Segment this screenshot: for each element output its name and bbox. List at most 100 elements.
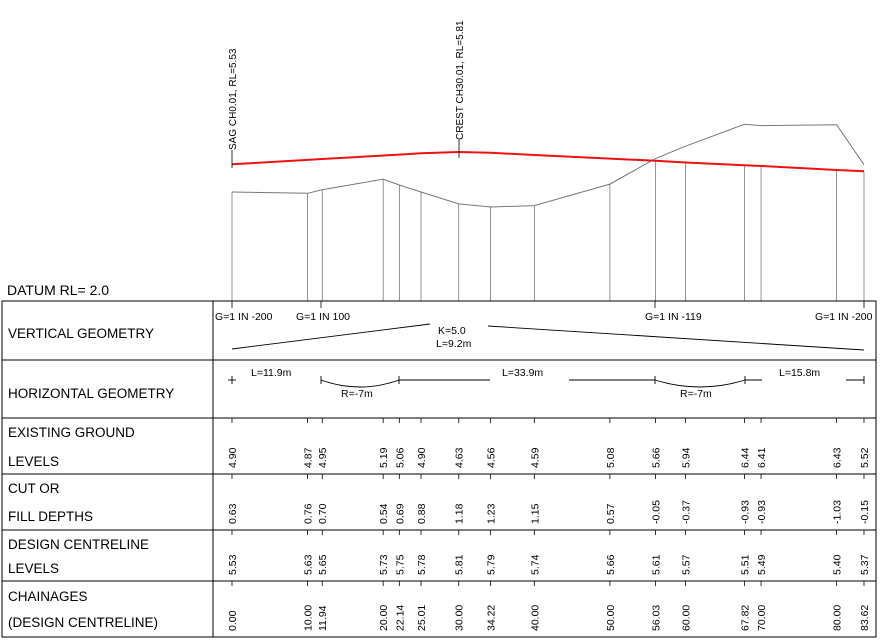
table-cell-chainages: 25.01	[416, 605, 428, 631]
table-cell-existing: 6.43	[832, 447, 844, 468]
table-cell-design: 5.63	[303, 554, 315, 575]
grade-label-4: G=1 IN -200	[815, 311, 873, 323]
crest-label: CREST CH30.01, RL=5.81	[455, 20, 466, 140]
table-cell-existing: 5.08	[605, 447, 617, 468]
table-cell-design: 5.57	[681, 554, 693, 575]
table-cell-existing: 4.90	[416, 447, 428, 468]
vertical-geometry-row: G=1 IN -200 G=1 IN 100 G=1 IN -119 G=1 I…	[215, 301, 873, 351]
straight-length-3: L=15.8m	[779, 367, 820, 379]
table-cell-existing: 4.63	[454, 447, 466, 468]
table-cell-chainages: 60.00	[681, 605, 693, 631]
table-cell-cutfill: 0.54	[378, 503, 390, 524]
grade-label-1: G=1 IN -200	[215, 311, 273, 323]
sag-label: SAG CH0.01, RL=5.53	[228, 48, 239, 150]
datum-label: DATUM RL= 2.0	[7, 282, 109, 298]
table-cell-chainages: 22.14	[394, 605, 406, 631]
table-cell-design: 5.81	[454, 554, 466, 575]
curve-radius-1: R=-7m	[341, 388, 373, 400]
table-cell-cutfill: 1.15	[529, 503, 541, 524]
table-cell-chainages: 56.03	[651, 605, 663, 631]
table-cell-cutfill: 0.76	[303, 503, 315, 524]
table-cell-cutfill: 1.23	[486, 503, 498, 524]
table-cell-existing: 5.66	[651, 447, 663, 468]
row-label-chainages: CHAINAGES	[8, 589, 88, 604]
row-label-existing-levels: LEVELS	[8, 454, 59, 469]
grade-label-2: G=1 IN 100	[296, 311, 350, 323]
table-cell-existing: 5.06	[394, 447, 406, 468]
table-cell-cutfill: 0.69	[394, 503, 406, 524]
table-cell-design: 5.65	[317, 554, 329, 575]
table-cell-design: 5.53	[227, 554, 239, 575]
table-cell-chainages: 30.00	[454, 605, 466, 631]
table-cell-design: 5.51	[740, 554, 752, 575]
table-cell-existing: 4.95	[317, 447, 329, 468]
vertical-curve-k: K=5.0	[438, 325, 466, 337]
table-cell-cutfill: -0.93	[756, 500, 768, 524]
table-cell-existing: 4.90	[227, 447, 239, 468]
table-cell-design: 5.61	[651, 554, 663, 575]
table-cell-design: 5.73	[378, 554, 390, 575]
horizontal-geometry-labels: L=11.9m R=-7m L=33.9m R=-7m L=15.8m	[251, 367, 820, 400]
table-values: 4.90 4.87 4.95 5.19 5.06 4.90 4.63 4.56 4.59 5.08…	[227, 418, 871, 631]
table-cell-design: 5.75	[394, 554, 406, 575]
table-cell-cutfill: -0.37	[681, 500, 693, 524]
table-cell-chainages: 80.00	[832, 605, 844, 631]
table-cell-existing: 4.59	[529, 447, 541, 468]
row-label-horizontal-geometry: HORIZONTAL GEOMETRY	[8, 386, 174, 401]
table-cell-design: 5.66	[605, 554, 617, 575]
horizontal-curve-1	[320, 379, 400, 388]
table-cell-cutfill: 0.88	[416, 503, 428, 524]
row-label-design-levels: LEVELS	[8, 561, 59, 576]
horizontal-geometry-row	[228, 376, 865, 388]
longitudinal-profile: SAG CH0.01, RL=5.53 CREST CH30.01, RL=5.…	[228, 20, 865, 301]
table-cell-design: 5.74	[529, 554, 541, 575]
table-cell-chainages: 40.00	[529, 605, 541, 631]
vertical-curve-length: L=9.2m	[436, 338, 472, 350]
table-cell-cutfill: 0.63	[227, 503, 239, 524]
row-labels: VERTICAL GEOMETRY HORIZONTAL GEOMETRY EX…	[8, 326, 174, 630]
vertical-curve-right-arm	[487, 325, 865, 351]
station-drop-lines	[231, 160, 865, 301]
horizontal-curve-2	[654, 379, 746, 388]
table-cell-existing: 4.87	[303, 447, 315, 468]
table-cell-cutfill: 0.70	[317, 503, 329, 524]
table-cell-chainages: 0.00	[227, 610, 239, 631]
table-cell-design: 5.79	[486, 554, 498, 575]
row-label-vertical-geometry: VERTICAL GEOMETRY	[8, 326, 154, 341]
table-cell-design: 5.49	[756, 554, 768, 575]
table-cell-chainages: 34.22	[486, 605, 498, 631]
table-cell-design: 5.40	[832, 554, 844, 575]
table-cell-design: 5.37	[859, 554, 871, 575]
table-cell-existing: 6.44	[740, 447, 752, 468]
row-label-cut-or: CUT OR	[8, 481, 60, 496]
table-cell-cutfill: -1.03	[832, 500, 844, 524]
table-cell-cutfill: 0.57	[605, 503, 617, 524]
table-cell-existing: 6.41	[756, 447, 768, 468]
row-label-existing-ground: EXISTING GROUND	[8, 425, 135, 440]
table-cell-cutfill: -0.15	[859, 500, 871, 524]
grade-label-3: G=1 IN -119	[645, 311, 702, 323]
vertical-curve-left-arm	[231, 323, 431, 350]
table-cell-chainages: 83.62	[859, 605, 871, 631]
row-label-design-centreline-chainage: (DESIGN CENTRELINE)	[8, 615, 158, 630]
table-cell-existing: 5.94	[681, 447, 693, 468]
table-cell-chainages: 70.00	[756, 605, 768, 631]
table-cell-cutfill: -0.93	[740, 500, 752, 524]
row-label-design-centreline: DESIGN CENTRELINE	[8, 537, 149, 552]
design-centreline	[231, 150, 865, 173]
existing-ground-line	[231, 123, 865, 208]
straight-length-2: L=33.9m	[502, 367, 543, 379]
table-cell-chainages: 67.82	[740, 605, 752, 631]
data-table-frame	[1, 300, 877, 638]
curve-radius-2: R=-7m	[680, 388, 712, 400]
table-cell-chainages: 20.00	[378, 605, 390, 631]
table-cell-chainages: 11.94	[317, 605, 329, 631]
table-cell-chainages: 10.00	[303, 605, 315, 631]
table-cell-cutfill: -0.05	[651, 500, 663, 524]
table-cell-cutfill: 1.18	[454, 503, 466, 524]
table-cell-existing: 5.52	[859, 447, 871, 468]
straight-length-1: L=11.9m	[251, 367, 292, 379]
table-cell-existing: 5.19	[378, 447, 390, 468]
table-cell-chainages: 50.00	[605, 605, 617, 631]
